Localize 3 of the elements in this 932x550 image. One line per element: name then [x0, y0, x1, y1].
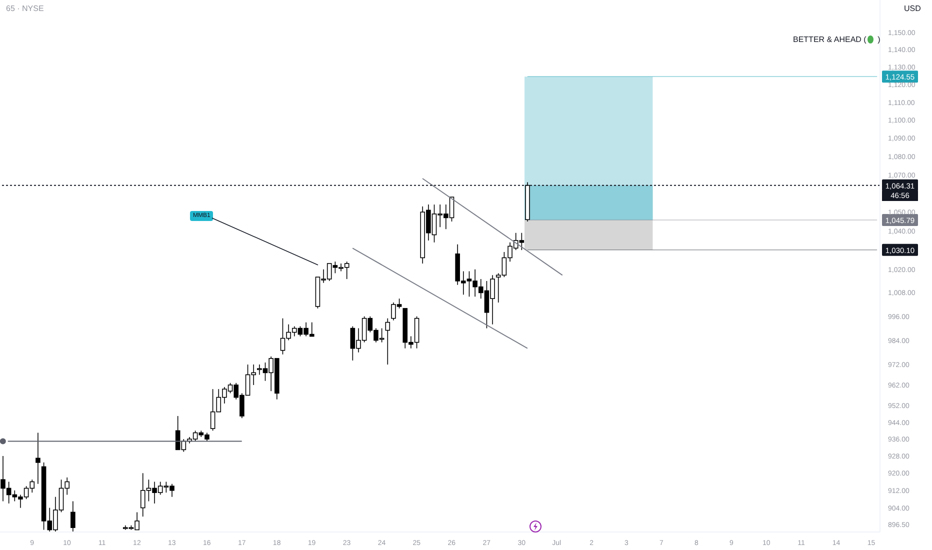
text: BETTER & AHEAD ( ): [793, 35, 880, 44]
text: 65 · NYSE: [6, 4, 44, 13]
y-axis-title: USD: [904, 4, 921, 13]
